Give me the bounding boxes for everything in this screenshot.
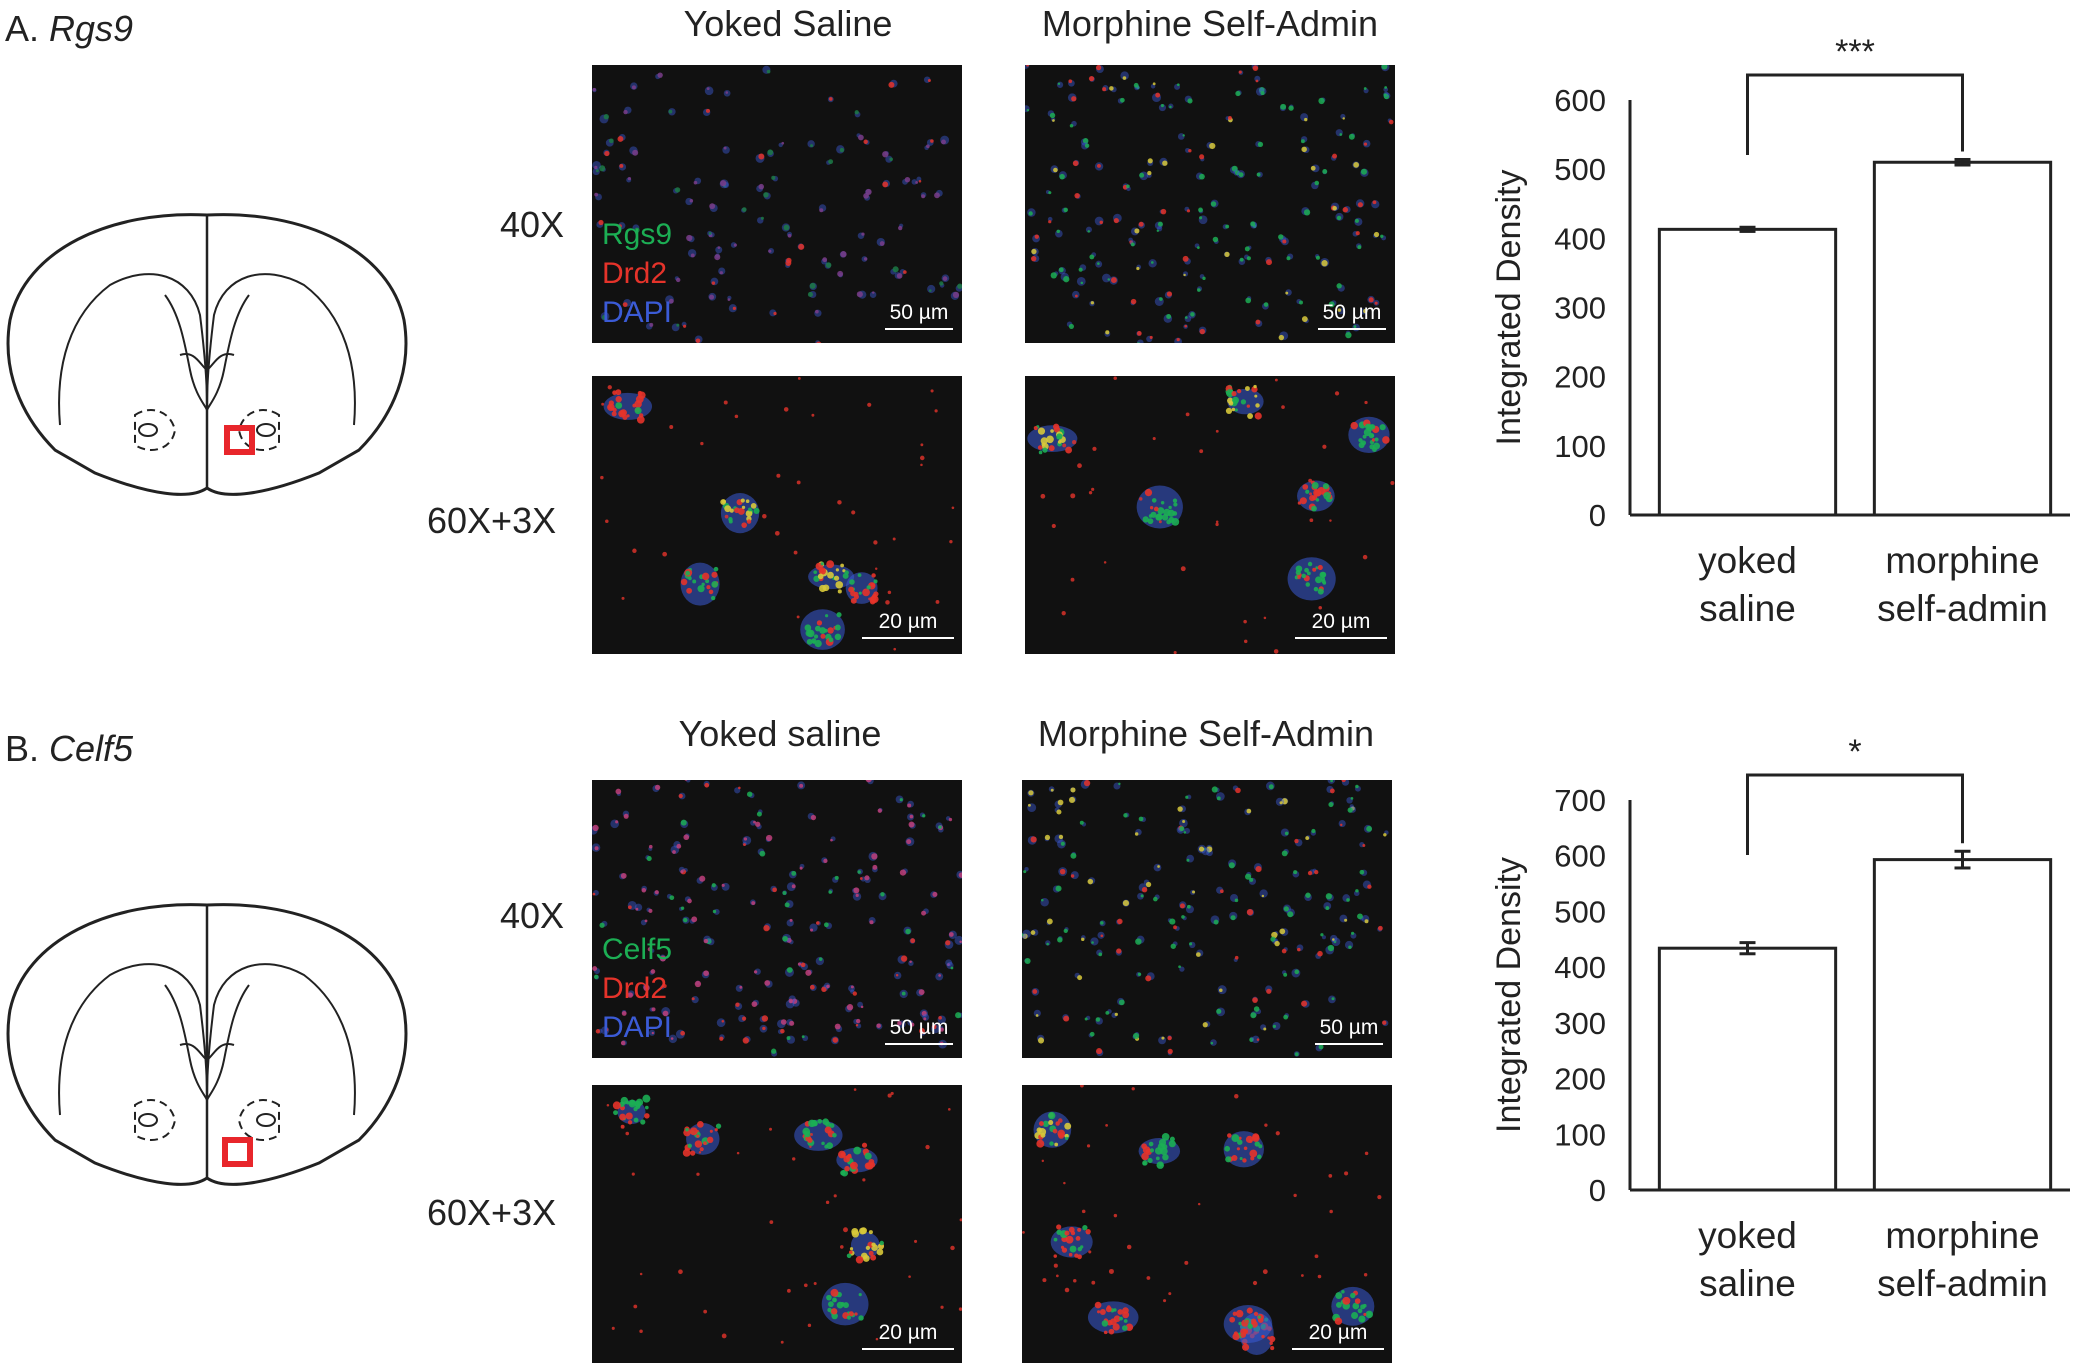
legend-drd2-b: Drd2	[602, 972, 668, 1005]
channel-legend-b: Celf5 Drd2 DAPI	[602, 930, 672, 1047]
x-category-label: self-admin	[1877, 588, 2048, 629]
scale-bar-a-60x-saline: 20 µm	[862, 610, 954, 639]
x-category-label: saline	[1699, 588, 1796, 629]
scale-bar-a-40x-morphine: 50 µm	[1318, 301, 1386, 330]
y-tick-label: 600	[1554, 839, 1606, 874]
y-tick-label: 500	[1554, 894, 1606, 929]
micrograph-a-40x-morphine: 50 µm	[1025, 65, 1395, 343]
y-tick-label: 400	[1554, 221, 1606, 256]
scale-bar-a-60x-morphine: 20 µm	[1295, 610, 1387, 639]
x-category-label: yoked	[1698, 1215, 1797, 1256]
y-tick-label: 100	[1554, 1117, 1606, 1152]
y-tick-label: 600	[1554, 83, 1606, 118]
brain-section-diagram-a	[6, 213, 408, 496]
micrograph-b-60x-saline: 20 µm	[592, 1085, 962, 1363]
channel-legend-a: Rgs9 Drd2 DAPI	[602, 215, 672, 332]
bar	[1657, 946, 1838, 1192]
mag-low-b: 40X	[500, 895, 565, 936]
y-tick-label: 200	[1554, 360, 1606, 395]
legend-gene-b: Celf5	[602, 933, 673, 966]
significance-stars: ***	[1835, 33, 1875, 71]
micrograph-b-40x-morphine: 50 µm	[1022, 780, 1392, 1058]
mag-high-b: 60X+3X	[427, 1192, 557, 1233]
legend-drd2-a: Drd2	[602, 257, 668, 290]
scale-bar-b-60x-saline: 20 µm	[862, 1321, 954, 1350]
col-title-a-saline: Yoked Saline	[683, 3, 893, 44]
micrograph-b-60x-morphine: 20 µm	[1022, 1085, 1392, 1363]
x-category-label: self-admin	[1877, 1263, 2048, 1304]
roi-box-a	[224, 425, 255, 455]
error-bar	[1739, 941, 1756, 956]
bar	[1657, 227, 1838, 517]
significance-stars: *	[1848, 733, 1861, 771]
significance-bracket	[1746, 73, 1964, 155]
panel-b-gene: Celf5	[49, 728, 134, 769]
y-tick-label: 0	[1589, 498, 1606, 533]
error-bar	[1954, 157, 1971, 167]
x-category-label: saline	[1699, 1263, 1796, 1304]
scale-bar-b-60x-morphine: 20 µm	[1292, 1321, 1384, 1350]
bar	[1872, 858, 2053, 1192]
micrograph-a-40x-saline: Rgs9 Drd2 DAPI 50 µm	[592, 65, 962, 343]
col-title-b-morphine: Morphine Self-Admin	[1037, 713, 1375, 754]
error-bar	[1954, 849, 1971, 870]
x-category-label: yoked	[1698, 540, 1797, 581]
significance-bracket	[1746, 773, 1964, 855]
panel-a-gene: Rgs9	[49, 8, 134, 49]
mag-high-a: 60X+3X	[427, 500, 557, 541]
y-tick-label: 300	[1554, 1006, 1606, 1041]
roi-box-b	[222, 1137, 253, 1167]
bar-chart-a: 0 100 200 300 400 500 600 Integrated Density yok…	[1490, 33, 2070, 629]
micrograph-a-60x-morphine: 20 µm	[1025, 376, 1395, 654]
mag-low-a: 40X	[500, 204, 565, 245]
legend-dapi-b: DAPI	[602, 1011, 673, 1044]
y-axis-label: Integrated Density	[1490, 857, 1528, 1133]
y-axis-label: Integrated Density	[1490, 170, 1528, 446]
legend-gene-a: Rgs9	[602, 218, 673, 251]
scale-bar-a-40x-saline: 50 µm	[885, 301, 953, 330]
x-category-label: morphine	[1885, 540, 2039, 581]
y-tick-label: 500	[1554, 152, 1606, 187]
y-tick-label: 300	[1554, 291, 1606, 326]
bar-chart-b: 0 100 200 300 400 500 600 700 Integrated Density…	[1490, 733, 2070, 1304]
bar	[1872, 160, 2053, 517]
brain-section-diagram-b	[6, 903, 408, 1186]
micrograph-b-40x-saline: Celf5 Drd2 DAPI 50 µm	[592, 780, 962, 1058]
scale-bar-b-40x-morphine: 50 µm	[1315, 1016, 1383, 1045]
legend-dapi-a: DAPI	[602, 296, 673, 329]
scale-bar-b-40x-saline: 50 µm	[885, 1016, 953, 1045]
col-title-a-morphine: Morphine Self-Admin	[1041, 3, 1379, 44]
y-tick-label: 200	[1554, 1062, 1606, 1097]
micrograph-a-60x-saline: 20 µm	[592, 376, 962, 654]
panel-a-label: A. Rgs9	[5, 8, 134, 49]
y-tick-label: 700	[1554, 783, 1606, 818]
x-category-label: morphine	[1885, 1215, 2039, 1256]
y-tick-label: 100	[1554, 429, 1606, 464]
error-bar	[1739, 225, 1756, 233]
y-tick-label: 400	[1554, 950, 1606, 985]
y-tick-label: 0	[1589, 1173, 1606, 1208]
col-title-b-saline: Yoked saline	[678, 713, 882, 754]
panel-b-label: B. Celf5	[5, 728, 134, 769]
